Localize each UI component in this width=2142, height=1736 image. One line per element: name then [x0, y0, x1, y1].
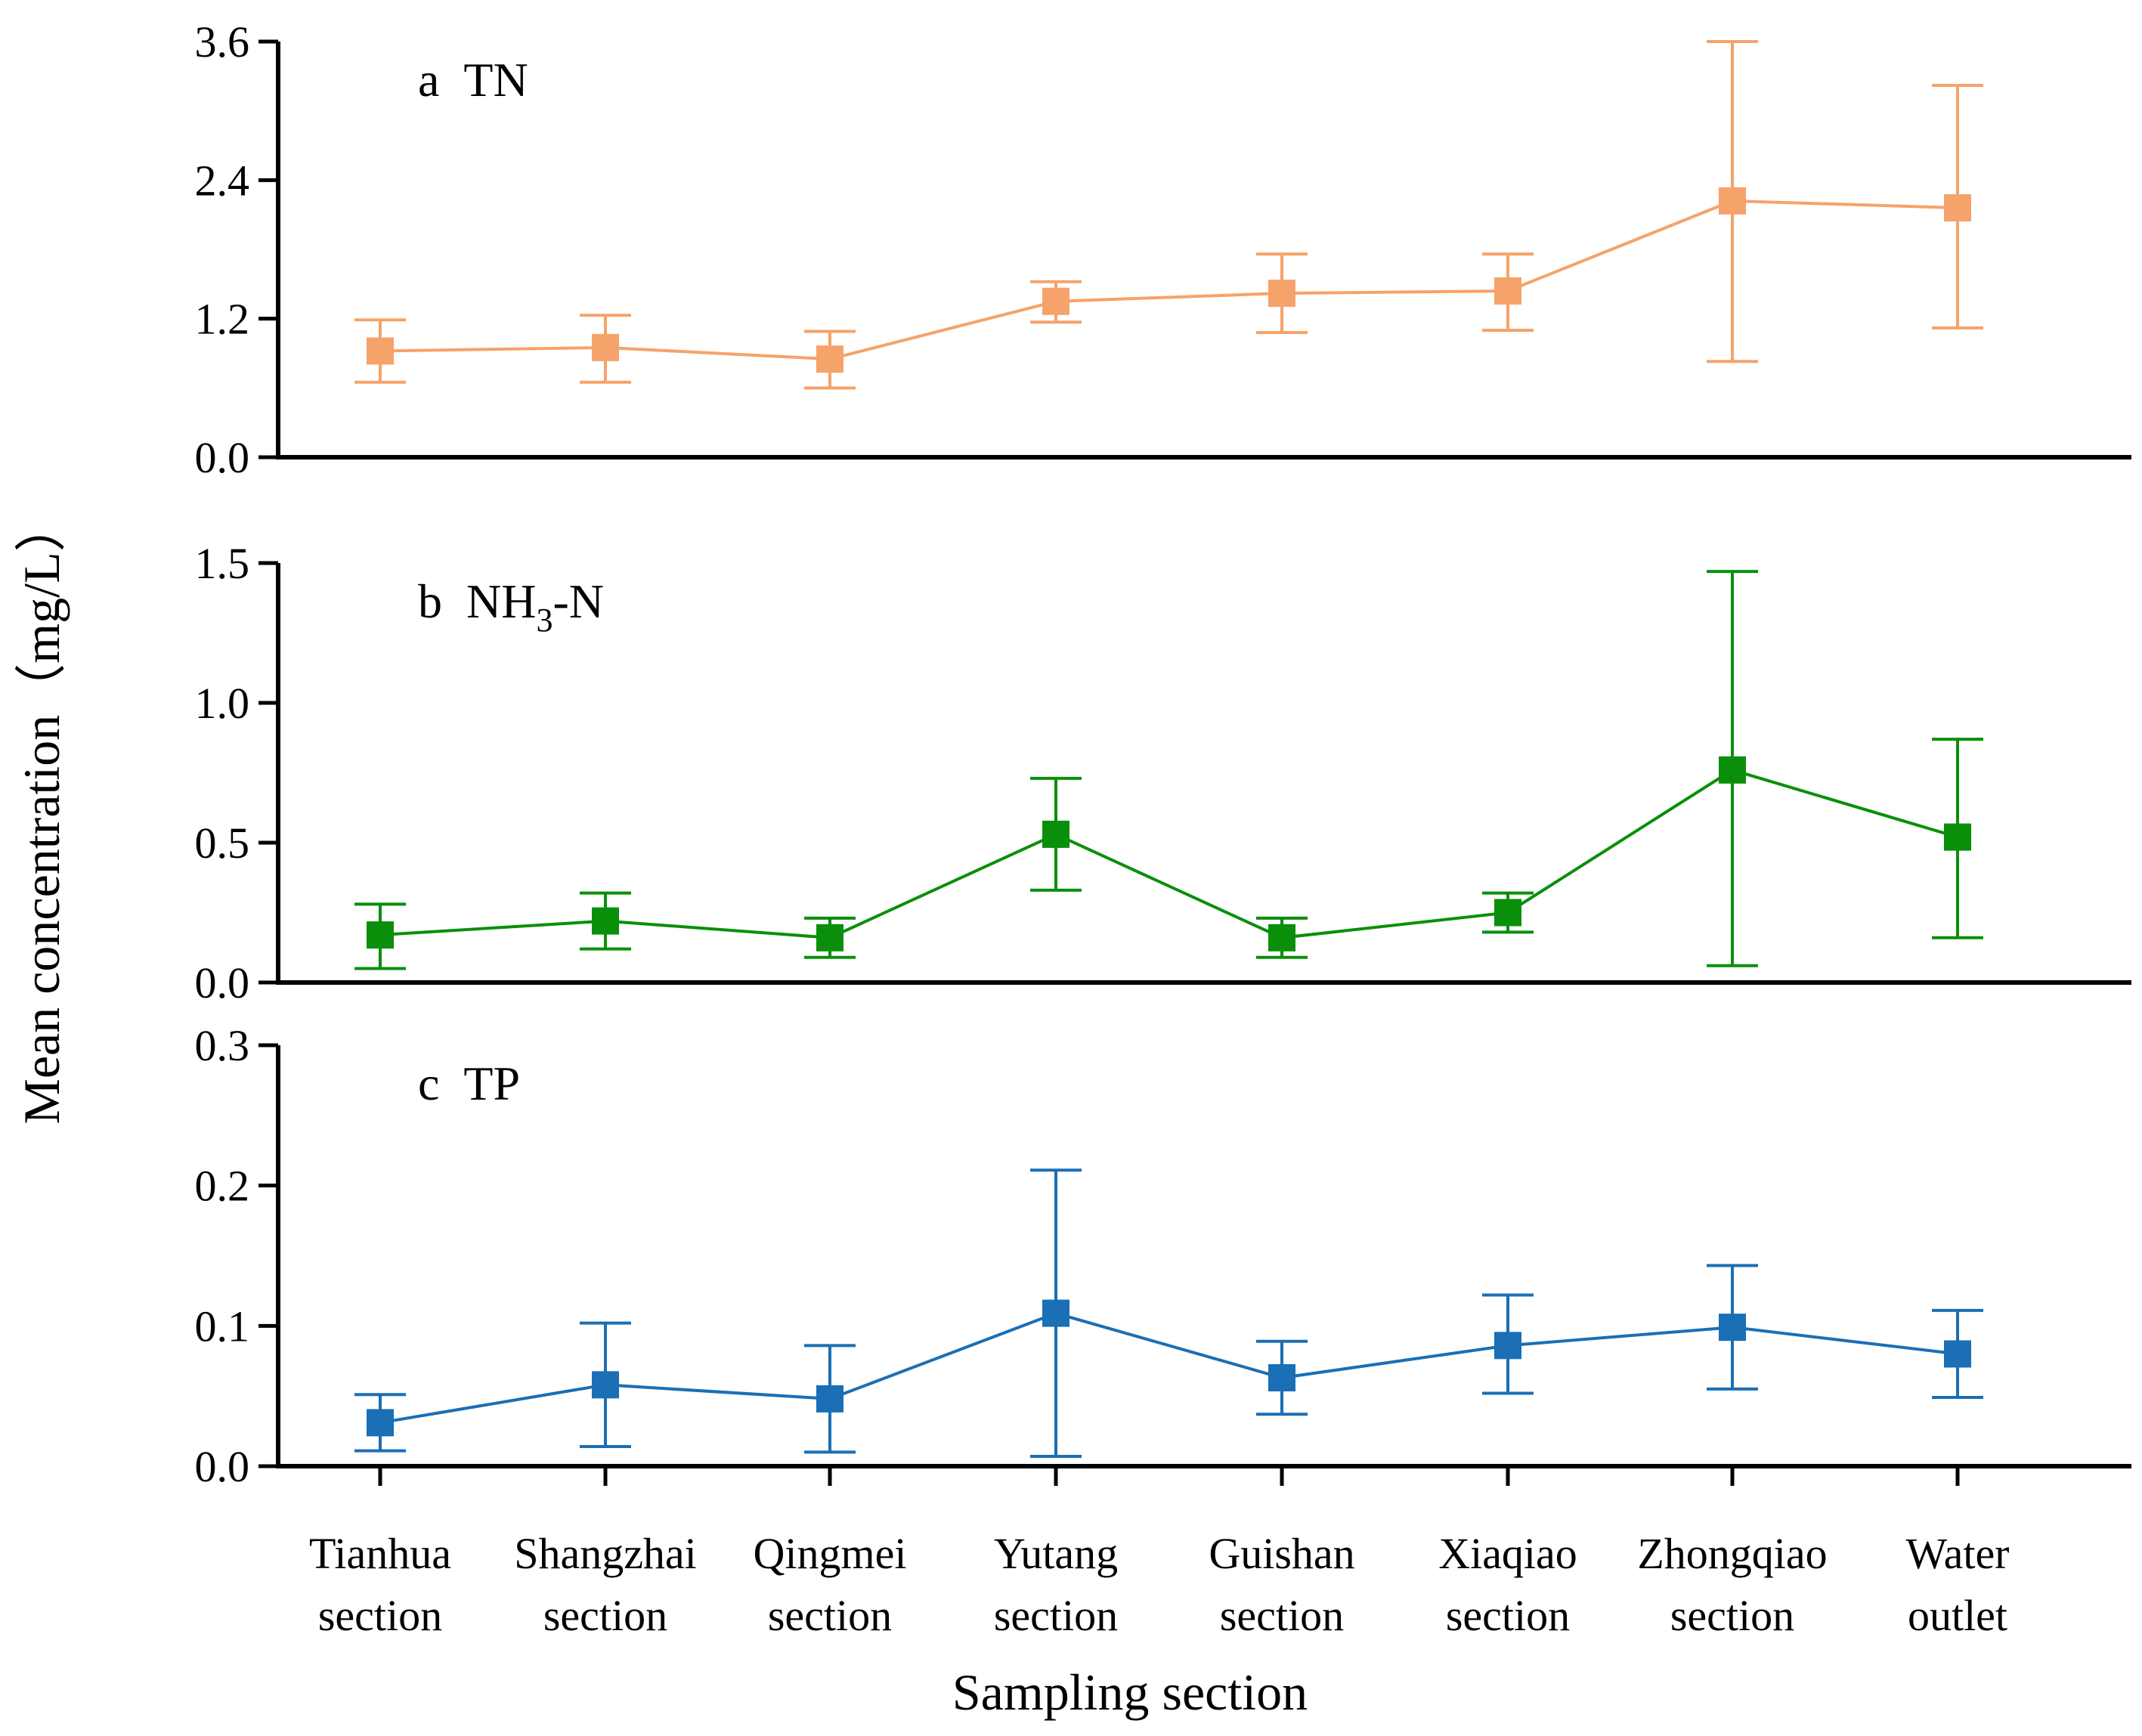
y-tick-label-c: 0.0: [195, 1442, 250, 1491]
data-point-b: [1494, 899, 1521, 927]
data-point-a: [1494, 277, 1521, 305]
data-point-b: [1719, 756, 1746, 784]
data-point-c: [1268, 1364, 1295, 1392]
data-point-b: [1944, 823, 1971, 851]
panel-title-c: c TP: [418, 1057, 520, 1110]
data-point-a: [816, 345, 843, 373]
chart-panels: 0.01.22.43.6a TN0.00.51.01.5b NH3-N0.00.…: [195, 17, 2131, 1491]
data-point-c: [592, 1371, 619, 1399]
x-category-label-line: Tianhua: [309, 1529, 451, 1578]
x-axis-title: Sampling section: [952, 1663, 1308, 1721]
data-point-c: [1494, 1332, 1521, 1360]
data-point-c: [816, 1385, 843, 1413]
data-point-b: [816, 924, 843, 952]
y-tick-label-a: 1.2: [195, 295, 250, 344]
panel-a: 0.0 1.2 2.4 3.6 a TN: [195, 17, 2131, 482]
y-tick-label-a: 2.4: [195, 156, 250, 205]
x-category-label-line: outlet: [1908, 1591, 2007, 1640]
x-category-label-line: Yutang: [994, 1529, 1118, 1578]
x-category-label-line: Qingmei: [754, 1529, 907, 1578]
data-point-b: [1042, 820, 1069, 848]
x-category-label: Xiaqiao section: [1438, 1529, 1577, 1640]
x-category-label-line: section: [318, 1591, 442, 1640]
x-category-label-line: section: [768, 1591, 892, 1640]
data-point-b: [367, 921, 394, 949]
panel-title-b: b NH3-N: [418, 574, 604, 639]
x-category-label-line: Water: [1905, 1529, 2009, 1578]
data-point-a: [367, 337, 394, 365]
x-category-label: Guishan section: [1209, 1529, 1354, 1640]
x-category-label: Qingmei section: [754, 1529, 907, 1640]
x-category-label: Tianhua section: [309, 1529, 451, 1640]
x-category-label-line: Shangzhai: [514, 1529, 697, 1578]
y-tick-label-c: 0.1: [195, 1301, 250, 1351]
panel-title-subscript: 3: [536, 602, 553, 639]
panel-c: 0.0 0.1 0.2 0.3 c TP: [195, 1021, 2131, 1491]
y-tick-label-a: 3.6: [195, 17, 250, 67]
data-point-a: [1042, 287, 1069, 315]
data-point-c: [1042, 1299, 1069, 1327]
x-category-label-line: Zhongqiao: [1637, 1529, 1827, 1578]
x-category-label-line: section: [994, 1591, 1118, 1640]
y-tick-label-a: 0.0: [195, 433, 250, 482]
x-category-label-line: section: [1220, 1591, 1344, 1640]
series-line-a: [379, 199, 1958, 361]
y-tick-label-b: 1.5: [195, 539, 250, 588]
y-tick-label-b: 0.5: [195, 818, 250, 868]
data-point-c: [367, 1409, 394, 1437]
data-point-a: [1944, 194, 1971, 221]
series-line-c: [379, 1311, 1958, 1425]
data-point-b: [1268, 924, 1295, 952]
data-point-a: [1268, 280, 1295, 308]
x-category-label-line: Xiaqiao: [1438, 1529, 1577, 1578]
data-point-c: [1719, 1314, 1746, 1341]
y-tick-label-b: 0.0: [195, 958, 250, 1007]
panel-b: 0.0 0.5 1.0 1.5 b NH3-N: [195, 539, 2131, 1007]
x-category-label-line: section: [1446, 1591, 1570, 1640]
data-point-c: [1944, 1340, 1971, 1368]
data-point-b: [592, 907, 619, 935]
x-category-label: Water outlet: [1905, 1529, 2009, 1640]
x-category-label-line: Guishan: [1209, 1529, 1354, 1578]
series-line-b: [379, 768, 1958, 939]
x-category-label: Zhongqiao section: [1637, 1529, 1827, 1640]
data-point-a: [592, 333, 619, 361]
x-category-labels: Tianhua section Shangzhai section Qingmei sec…: [309, 1529, 2010, 1640]
y-tick-label-b: 1.0: [195, 679, 250, 728]
y-axis-title: Mean concentration（mg/L）: [13, 500, 70, 1124]
panel-title-a: a TN: [418, 53, 528, 107]
y-tick-label-c: 0.3: [195, 1021, 250, 1070]
data-point-a: [1719, 187, 1746, 215]
x-category-label-line: section: [543, 1591, 667, 1640]
x-category-label-line: section: [1670, 1591, 1794, 1640]
x-category-label: Yutang section: [994, 1529, 1118, 1640]
panel-title-suffix: -N: [553, 574, 604, 628]
x-category-label: Shangzhai section: [514, 1529, 697, 1640]
y-tick-label-c: 0.2: [195, 1162, 250, 1211]
